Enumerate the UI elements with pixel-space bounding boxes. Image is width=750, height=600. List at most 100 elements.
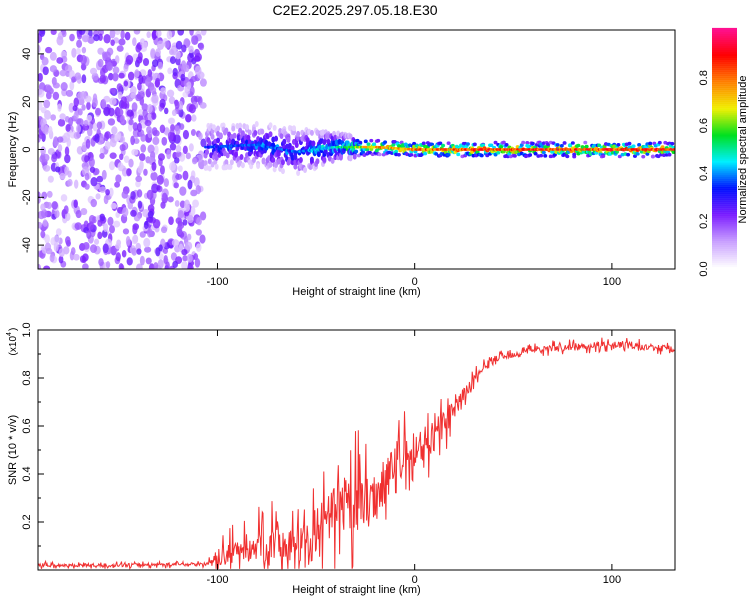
noise-cell [174,157,180,164]
colorbar-swatch [712,132,737,135]
noise-cell [122,228,130,235]
noise-cell [152,218,161,229]
signal-cell [348,133,353,140]
x-tick-label: 100 [603,574,621,586]
noise-cell [186,253,193,263]
noise-cell [92,122,98,132]
signal-cell [311,140,316,147]
signal-cell [543,154,548,158]
colorbar-swatch [712,188,737,191]
snr-line [38,337,675,570]
signal-cell [280,159,285,166]
colorbar-swatch [712,238,737,241]
colorbar-swatch [712,186,737,189]
colorbar-swatch [712,166,737,169]
noise-cell [190,129,196,137]
colorbar-swatch [712,244,737,248]
colorbar-swatch [712,220,737,223]
noise-cell [46,201,52,210]
noise-cell [99,147,105,154]
noise-cell [119,135,126,143]
noise-cell [57,136,64,143]
signal-cell [555,143,560,147]
noise-cell [64,146,70,157]
signal-cell [493,140,498,145]
noise-cell [80,54,87,65]
noise-cell [200,138,207,148]
noise-cell [111,126,118,135]
noise-cell [167,196,174,203]
noise-cell [60,194,68,202]
noise-cell [195,184,202,195]
signal-cell [231,125,236,132]
noise-cell [39,155,46,163]
noise-cell [131,102,138,112]
colorbar-tick-label: 0.0 [698,261,710,276]
x-tick-label: 0 [412,574,418,586]
noise-cell [175,40,183,50]
noise-cell [73,253,80,261]
noise-cell [46,190,53,198]
signal-cell [525,140,530,145]
noise-cell [58,248,65,258]
noise-cell [139,255,145,266]
noise-cell [97,231,103,240]
signal-cell [541,150,546,155]
noise-cell [101,51,108,59]
noise-cell [169,143,177,151]
signal-cell [637,143,642,147]
noise-cell [147,103,153,114]
noise-cell [165,261,170,269]
noise-cell [84,183,90,190]
noise-cell [103,194,109,205]
colorbar-swatch [712,190,737,193]
noise-cell [118,72,125,79]
noise-cell [88,157,95,168]
noise-cell [182,170,189,181]
signal-cell [504,143,509,147]
noise-cell [51,201,59,210]
colorbar-tick-label: 0.8 [698,70,710,85]
colorbar-swatch [712,266,737,270]
signal-cell [272,124,277,131]
noise-cell [45,46,53,54]
colorbar-swatch [712,142,737,145]
noise-cell [68,102,75,113]
noise-cell [44,110,52,120]
signal-cell [238,122,243,129]
signal-cell [413,149,418,154]
colorbar-swatch [712,146,737,149]
x-tick-label: -100 [206,574,228,586]
noise-cell [60,82,68,91]
noise-cell [151,59,159,68]
signal-cell [286,136,291,143]
noise-cell [55,228,62,236]
noise-cell [40,203,46,211]
noise-cell [128,119,134,126]
noise-cell [81,104,86,111]
noise-cell [169,56,176,65]
noise-cell [55,166,61,173]
noise-cell [132,224,138,235]
noise-cell [184,39,191,47]
noise-cell [151,127,158,136]
signal-cell [627,141,632,146]
colorbar-swatch [712,31,737,35]
colorbar-swatch [712,92,737,95]
colorbar-swatch [712,70,737,73]
noise-cell [136,263,143,269]
colorbar-swatch [712,148,737,151]
signal-cell [374,148,379,153]
signal-cell [356,153,361,158]
colorbar-swatch [712,76,737,79]
signal-cell [216,125,221,132]
noise-cell [95,193,101,200]
colorbar-swatch [712,41,737,45]
x-tick-label: 0 [412,276,418,288]
signal-cell [309,156,314,163]
colorbar-swatch [712,84,737,87]
noise-cell [160,226,168,234]
signal-cell [316,151,321,158]
colorbar-swatch [712,184,737,187]
noise-cell [127,71,135,81]
